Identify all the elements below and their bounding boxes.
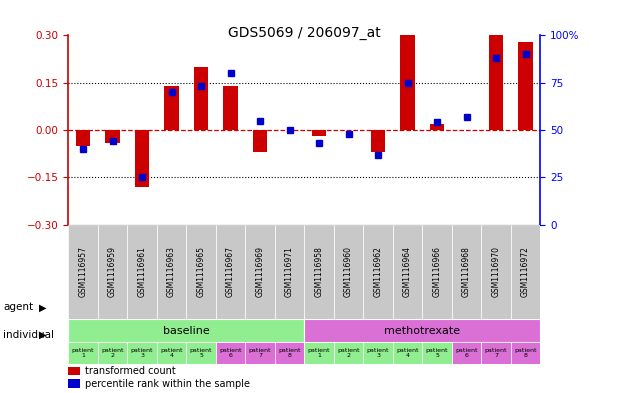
Text: ▶: ▶ <box>39 302 46 312</box>
Bar <box>510 225 540 319</box>
Bar <box>371 130 386 152</box>
Bar <box>304 342 334 364</box>
Bar <box>334 342 363 364</box>
Text: patient
1: patient 1 <box>308 347 330 358</box>
Bar <box>452 225 481 319</box>
Text: GSM1116961: GSM1116961 <box>138 246 147 298</box>
Bar <box>363 342 392 364</box>
Bar <box>156 342 186 364</box>
Text: GSM1116964: GSM1116964 <box>403 246 412 298</box>
Bar <box>68 225 98 319</box>
Bar <box>274 342 304 364</box>
Bar <box>68 319 304 342</box>
Bar <box>304 225 334 319</box>
Text: GSM1116966: GSM1116966 <box>433 246 442 298</box>
Text: patient
7: patient 7 <box>485 347 507 358</box>
Text: transformed count: transformed count <box>85 366 176 376</box>
Text: patient
6: patient 6 <box>219 347 242 358</box>
Text: patient
1: patient 1 <box>72 347 94 358</box>
Text: patient
3: patient 3 <box>367 347 389 358</box>
Text: patient
2: patient 2 <box>101 347 124 358</box>
Bar <box>304 319 540 342</box>
Text: individual: individual <box>3 330 54 340</box>
Text: GSM1116969: GSM1116969 <box>256 246 265 298</box>
Text: percentile rank within the sample: percentile rank within the sample <box>85 378 250 389</box>
Bar <box>127 342 156 364</box>
Bar <box>400 35 415 130</box>
Bar <box>164 86 179 130</box>
Bar <box>334 225 363 319</box>
Text: ▶: ▶ <box>39 330 46 340</box>
Bar <box>105 130 120 143</box>
Bar <box>68 342 98 364</box>
Bar <box>510 342 540 364</box>
Bar <box>430 124 445 130</box>
Bar <box>68 379 80 388</box>
Text: patient
8: patient 8 <box>514 347 537 358</box>
Text: GSM1116972: GSM1116972 <box>521 246 530 298</box>
Text: patient
5: patient 5 <box>190 347 212 358</box>
Text: patient
4: patient 4 <box>396 347 419 358</box>
Bar <box>216 225 245 319</box>
Bar <box>98 342 127 364</box>
Bar <box>393 342 422 364</box>
Text: GSM1116968: GSM1116968 <box>462 246 471 298</box>
Text: patient
7: patient 7 <box>249 347 271 358</box>
Text: GSM1116959: GSM1116959 <box>108 246 117 298</box>
Bar <box>98 225 127 319</box>
Text: GSM1116971: GSM1116971 <box>285 246 294 298</box>
Bar <box>194 67 209 130</box>
Text: GSM1116963: GSM1116963 <box>167 246 176 298</box>
Bar <box>312 130 327 136</box>
Text: patient
6: patient 6 <box>455 347 478 358</box>
Text: GSM1116967: GSM1116967 <box>226 246 235 298</box>
Text: GSM1116957: GSM1116957 <box>79 246 88 298</box>
Bar <box>518 42 533 130</box>
Bar <box>223 86 238 130</box>
Bar <box>452 342 481 364</box>
Text: GDS5069 / 206097_at: GDS5069 / 206097_at <box>228 26 381 40</box>
Bar <box>186 342 216 364</box>
Bar <box>245 342 274 364</box>
Text: GSM1116970: GSM1116970 <box>492 246 501 298</box>
Bar <box>245 225 274 319</box>
Bar <box>363 225 392 319</box>
Text: patient
2: patient 2 <box>337 347 360 358</box>
Bar <box>216 342 245 364</box>
Bar <box>274 225 304 319</box>
Text: patient
4: patient 4 <box>160 347 183 358</box>
Bar <box>135 130 150 187</box>
Text: GSM1116958: GSM1116958 <box>315 246 324 298</box>
Text: GSM1116962: GSM1116962 <box>374 246 383 298</box>
Bar <box>393 225 422 319</box>
Bar <box>68 367 80 375</box>
Bar <box>156 225 186 319</box>
Bar <box>489 35 504 130</box>
Bar <box>422 225 451 319</box>
Bar <box>481 225 510 319</box>
Bar <box>253 130 268 152</box>
Bar <box>481 342 510 364</box>
Text: GSM1116960: GSM1116960 <box>344 246 353 298</box>
Text: patient
8: patient 8 <box>278 347 301 358</box>
Bar <box>422 342 451 364</box>
Text: GSM1116965: GSM1116965 <box>197 246 206 298</box>
Text: patient
3: patient 3 <box>131 347 153 358</box>
Bar <box>127 225 156 319</box>
Text: patient
5: patient 5 <box>426 347 448 358</box>
Text: methotrexate: methotrexate <box>384 325 460 336</box>
Text: agent: agent <box>3 302 34 312</box>
Bar <box>76 130 91 146</box>
Bar <box>186 225 216 319</box>
Text: baseline: baseline <box>163 325 210 336</box>
